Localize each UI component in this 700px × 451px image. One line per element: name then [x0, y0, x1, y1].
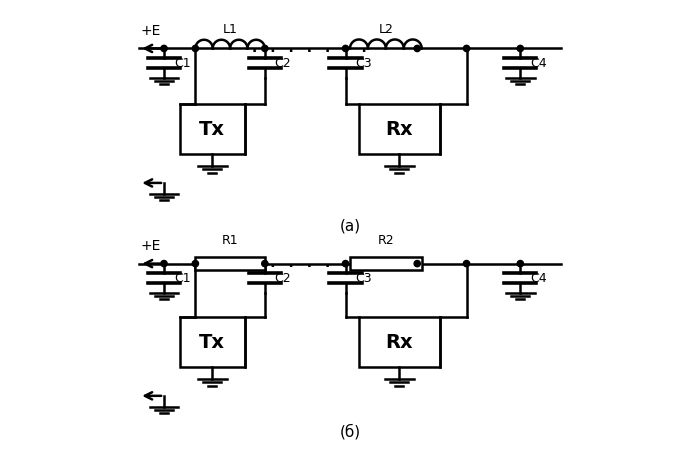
Text: Tx: Tx — [199, 332, 225, 351]
Circle shape — [463, 45, 470, 51]
Circle shape — [414, 45, 421, 51]
Text: C1: C1 — [174, 57, 190, 70]
Circle shape — [517, 261, 524, 267]
Bar — [195, 258, 265, 270]
Text: C4: C4 — [530, 272, 547, 285]
Text: Tx: Tx — [199, 120, 225, 138]
Text: C4: C4 — [530, 57, 547, 70]
Text: C1: C1 — [174, 272, 190, 285]
Circle shape — [161, 45, 167, 51]
Circle shape — [463, 261, 470, 267]
Text: Rx: Rx — [386, 332, 413, 351]
Bar — [180, 318, 245, 367]
Text: . . . . . . .: . . . . . . . — [251, 40, 369, 55]
Text: (б): (б) — [340, 424, 360, 440]
Text: R2: R2 — [377, 235, 394, 248]
Text: C2: C2 — [274, 57, 291, 70]
Text: R1: R1 — [222, 235, 239, 248]
Text: . . . . . . .: . . . . . . . — [251, 255, 369, 270]
Text: (а): (а) — [340, 218, 360, 233]
Circle shape — [262, 261, 268, 267]
Text: C3: C3 — [356, 272, 372, 285]
Circle shape — [342, 261, 349, 267]
Circle shape — [414, 261, 421, 267]
Bar — [350, 258, 421, 270]
Bar — [359, 105, 440, 154]
Circle shape — [342, 45, 349, 51]
Text: L2: L2 — [379, 23, 393, 36]
Bar — [180, 105, 245, 154]
Circle shape — [262, 45, 268, 51]
Text: L1: L1 — [223, 23, 237, 36]
Circle shape — [193, 261, 199, 267]
Bar — [359, 318, 440, 367]
Text: C2: C2 — [274, 272, 291, 285]
Text: +E: +E — [140, 24, 160, 38]
Circle shape — [161, 261, 167, 267]
Text: +E: +E — [140, 239, 160, 253]
Circle shape — [193, 45, 199, 51]
Circle shape — [517, 45, 524, 51]
Text: C3: C3 — [356, 57, 372, 70]
Text: Rx: Rx — [386, 120, 413, 138]
